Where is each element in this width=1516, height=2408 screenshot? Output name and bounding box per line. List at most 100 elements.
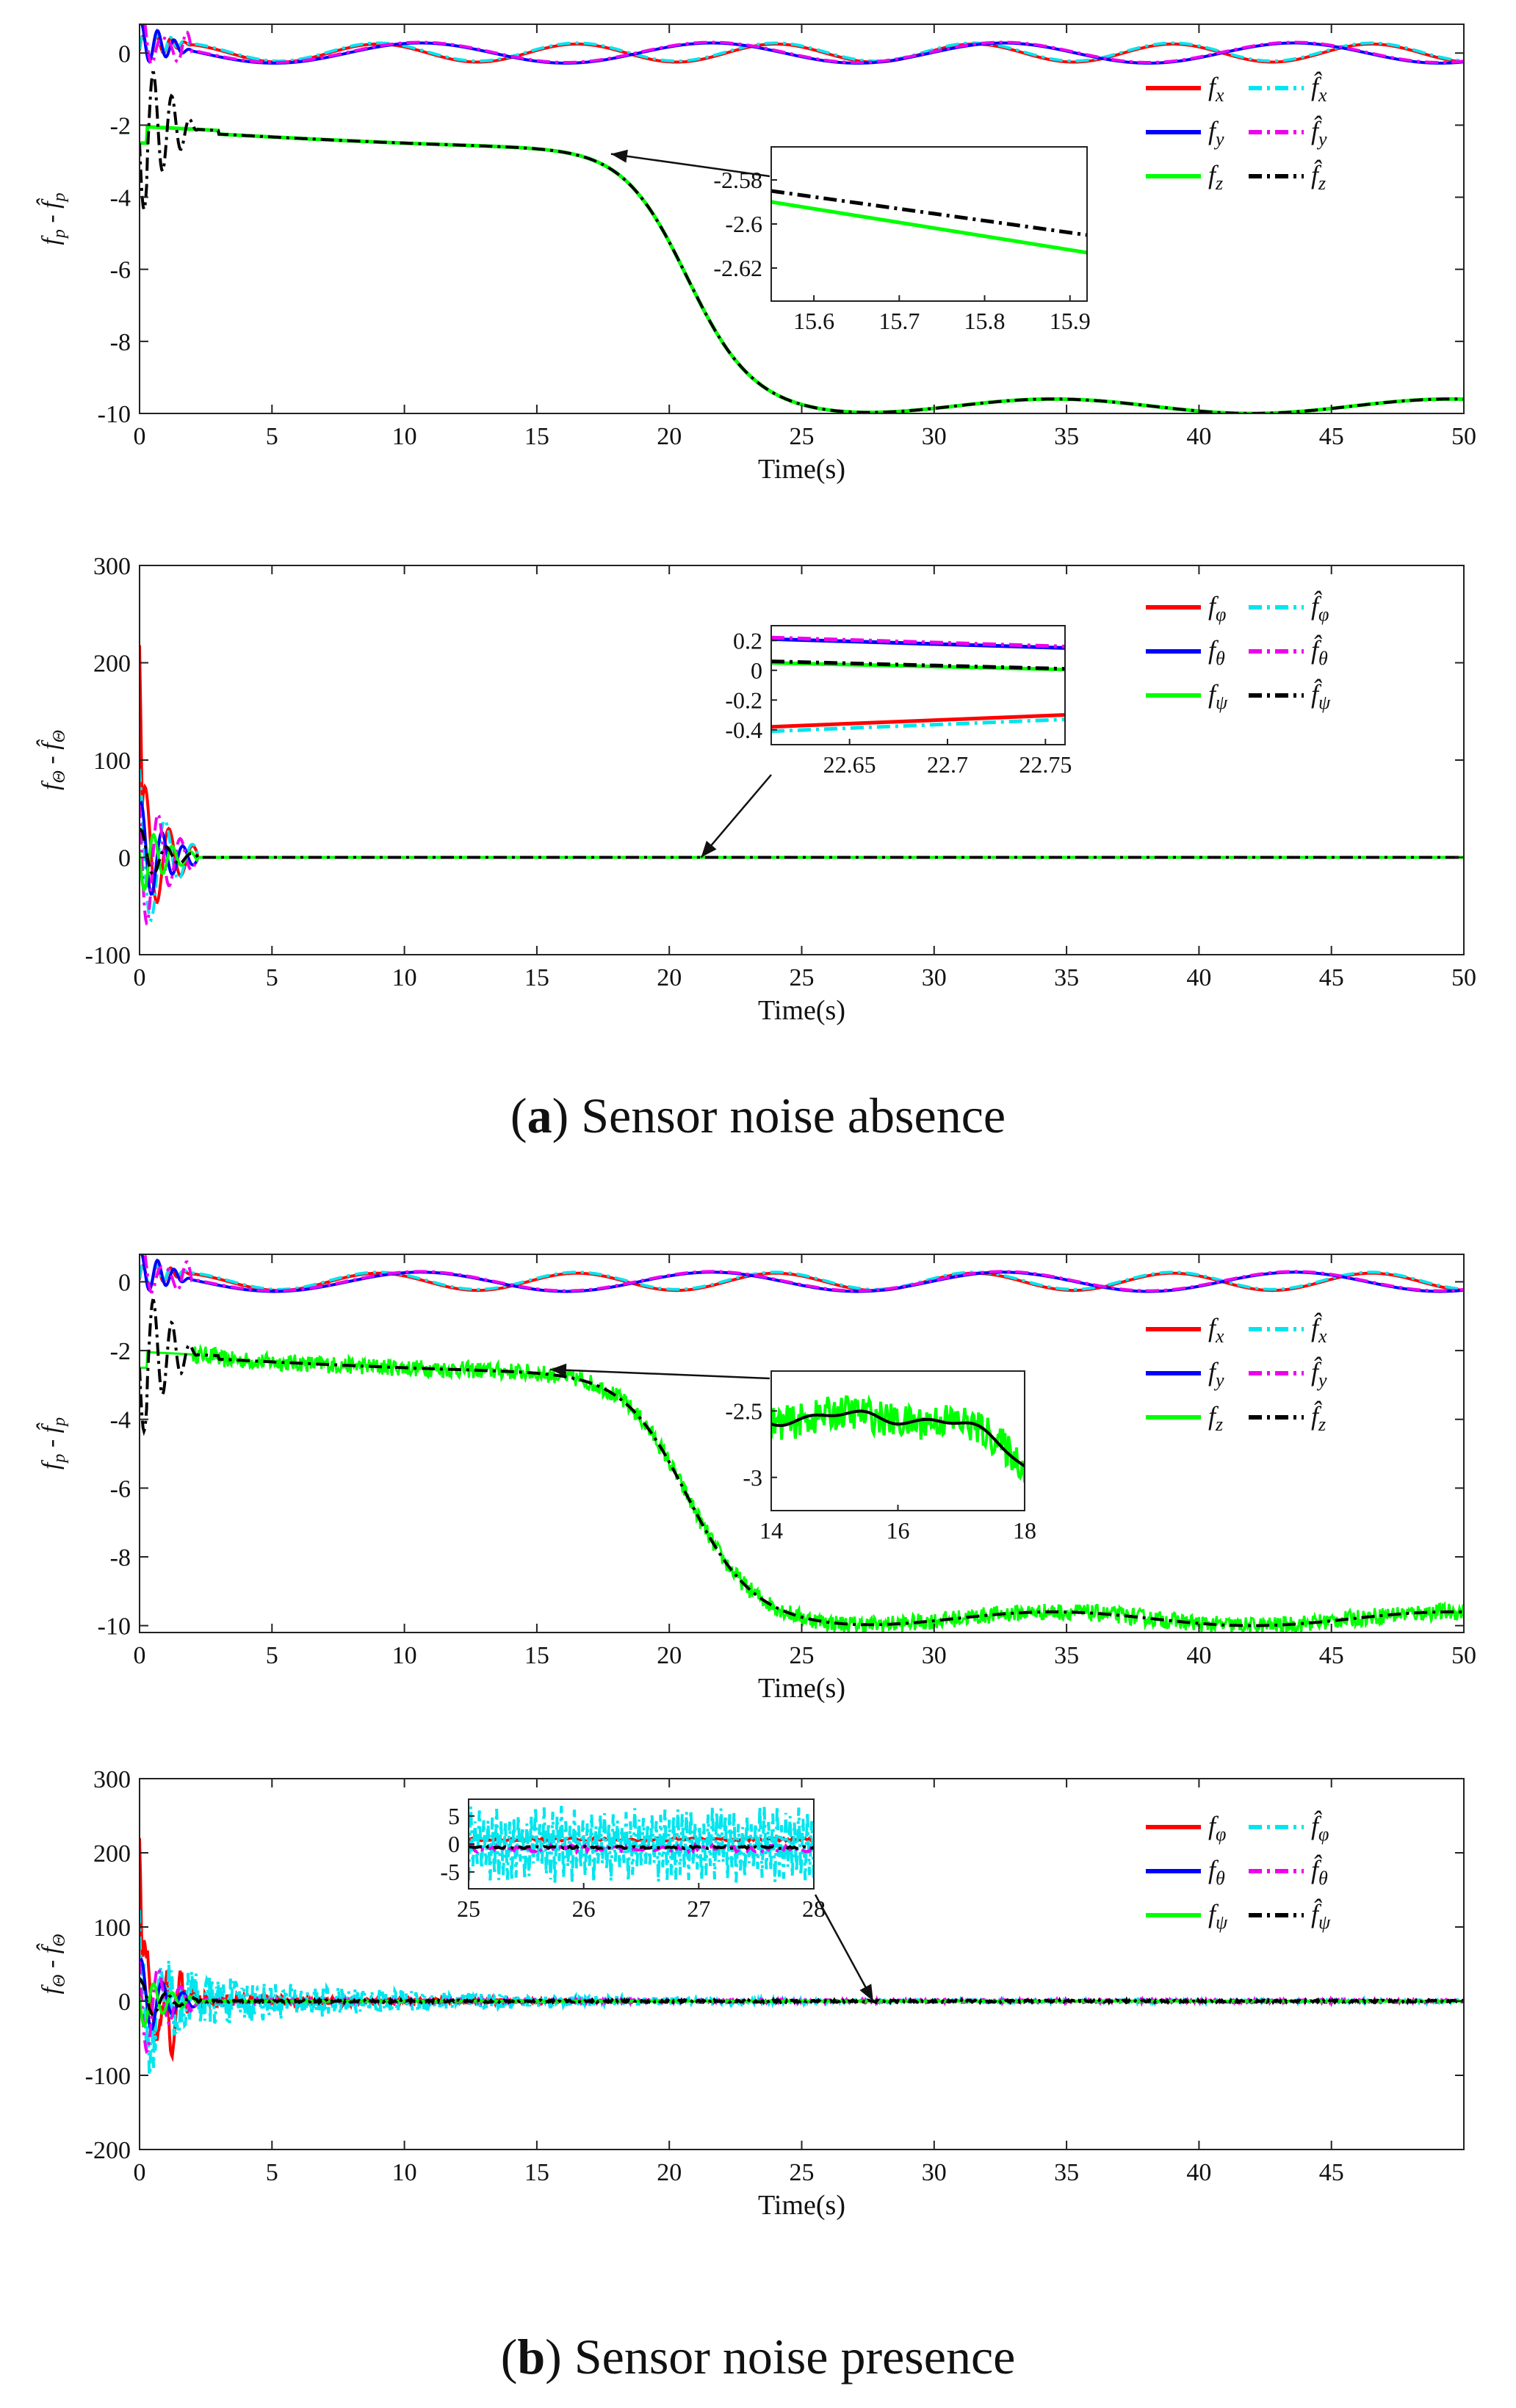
x-tick-label: 40 (1186, 423, 1211, 450)
inset-line (771, 1409, 1025, 1468)
y-tick-label: 0 (118, 1989, 131, 2016)
x-tick-label: 35 (1054, 2159, 1079, 2186)
inset-y-tick-label: -5 (440, 1859, 460, 1885)
zoom-arrow-head (610, 149, 628, 163)
inset-x-tick-label: 22.65 (823, 751, 876, 778)
inset-x-tick-label: 22.7 (927, 751, 968, 778)
inset-y-tick-label: 0 (448, 1831, 460, 1857)
x-tick-label: 30 (922, 423, 947, 450)
x-tick-label: 20 (657, 1642, 682, 1669)
inset-series (771, 189, 1087, 255)
x-tick-label: 15 (524, 2159, 549, 2186)
inset-line (771, 189, 1087, 237)
x-tick-label: 20 (657, 2159, 682, 2186)
x-tick-label: 25 (790, 423, 815, 450)
series-f-hat-y (140, 1254, 1464, 1294)
series-f-z (140, 1343, 1464, 1633)
inset-series (771, 1394, 1025, 1483)
x-tick-label: 50 (1451, 964, 1476, 991)
x-axis-label: Time(s) (758, 2190, 845, 2221)
inset: 22.65 22.7 22.75 0.2 0 -0.2 -0.4 (700, 625, 1072, 858)
y-tick-label: -4 (110, 185, 131, 212)
y-tick-label: -8 (110, 329, 131, 356)
inset-x-tick-label: 25 (457, 1895, 480, 1922)
inset-x-tick-label: 15.6 (793, 308, 834, 334)
x-tick-label: 10 (392, 964, 417, 991)
y-tick-label: 0 (118, 1269, 131, 1296)
x-tick-label: 5 (266, 1642, 278, 1669)
x-tick-label: 25 (790, 964, 815, 991)
series-group (140, 645, 1464, 926)
y-tick-label: 100 (93, 748, 131, 775)
x-tick-label: 30 (922, 1642, 947, 1669)
x-tick-label: 15 (524, 1642, 549, 1669)
x-tick-label: 10 (392, 2159, 417, 2186)
x-tick-label: 40 (1186, 2159, 1211, 2186)
legend: fx f̂xfy f̂yfz f̂z (1146, 70, 1327, 194)
caption-a: (a) Sensor noise absence (510, 1088, 1006, 1143)
zoom-arrow-head (859, 1984, 873, 2001)
x-tick-label: 45 (1319, 964, 1344, 991)
x-tick-label: 0 (134, 2159, 146, 2186)
series-f-hat-z (140, 70, 1464, 413)
y-tick-label: -8 (110, 1544, 131, 1572)
zoom-arrow-head (701, 840, 717, 858)
x-tick-label: 45 (1319, 1642, 1344, 1669)
inset-x-tick-label: 27 (687, 1895, 710, 1922)
y-tick-label: 300 (93, 1766, 131, 1793)
x-tick-label: 40 (1186, 1642, 1211, 1669)
inset-x-tick-label: 14 (759, 1517, 783, 1544)
inset-line (771, 200, 1087, 255)
inset-line (771, 659, 1065, 671)
x-tick-label: 0 (134, 423, 146, 450)
inset-line (771, 635, 1065, 648)
x-tick-label: 20 (657, 964, 682, 991)
x-tick-label: 45 (1319, 423, 1344, 450)
y-axis-label: fΘ - f̂Θ (36, 1934, 69, 1995)
series-f-hat-y (140, 24, 1464, 66)
y-tick-label: 100 (93, 1915, 131, 1942)
inset-line (469, 1844, 814, 1851)
inset-x-tick-label: 15.8 (964, 308, 1006, 334)
x-tick-label: 35 (1054, 1642, 1079, 1669)
y-tick-label: -4 (110, 1407, 131, 1434)
y-tick-label: -6 (110, 257, 131, 284)
legend-label: f̂φ (1311, 1809, 1329, 1845)
plot-area (140, 565, 1464, 955)
x-tick-label: 10 (392, 423, 417, 450)
x-axis-label: Time(s) (758, 995, 845, 1026)
inset-y-tick-label: -3 (743, 1464, 762, 1491)
inset-y-tick-label: -2.5 (725, 1398, 762, 1424)
y-tick-label: -2 (110, 1338, 131, 1365)
series-f-hat-z (140, 1298, 1464, 1627)
inset-series (771, 635, 1065, 734)
inset-x-tick-label: 18 (1013, 1517, 1036, 1544)
inset-x-tick-label: 26 (572, 1895, 596, 1922)
inset-y-tick-label: -2.62 (713, 255, 762, 281)
inset-y-tick-label: -2.6 (725, 211, 762, 237)
x-tick-label: 25 (790, 1642, 815, 1669)
inset-x-tick-label: 16 (887, 1517, 910, 1544)
inset-series (469, 1805, 814, 1883)
y-tick-label: 200 (93, 651, 131, 678)
y-axis-label: fp - f̂p (36, 1417, 69, 1469)
x-tick-label: 50 (1451, 423, 1476, 450)
x-axis-label: Time(s) (758, 454, 845, 485)
y-tick-label: -10 (98, 401, 131, 428)
y-tick-label: -6 (110, 1475, 131, 1503)
inset-y-tick-label: 5 (448, 1803, 460, 1829)
x-tick-label: 30 (922, 2159, 947, 2186)
y-tick-label: -2 (110, 112, 131, 140)
series-group (140, 1838, 1464, 2076)
x-tick-label: 35 (1054, 423, 1079, 450)
x-tick-label: 0 (134, 964, 146, 991)
x-tick-label: 5 (266, 964, 278, 991)
inset-frame (770, 625, 1066, 745)
chart-p4: 0 5 10 15 20 25 30 35 40 453002001000-100-200Time… (36, 1766, 1465, 2221)
series-f-hat-phi (140, 1909, 1464, 2076)
x-tick-label: 20 (657, 423, 682, 450)
inset: 25 26 27 28 50-5 (440, 1798, 874, 2002)
x-axis-label: Time(s) (758, 1673, 845, 1704)
inset-x-tick-label: 22.75 (1019, 751, 1072, 778)
